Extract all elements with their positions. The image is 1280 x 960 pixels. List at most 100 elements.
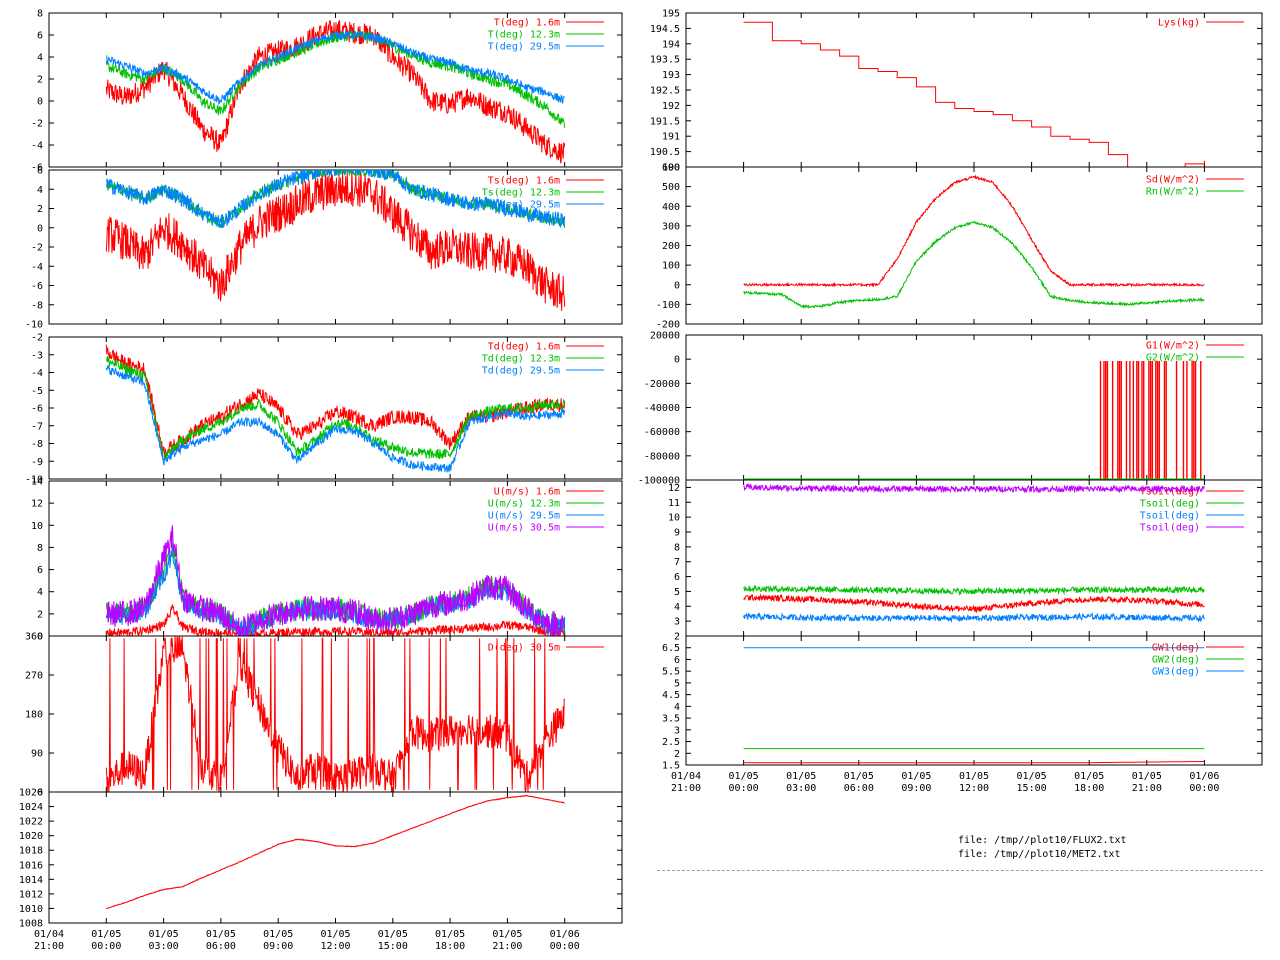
x-tick-label-time: 03:00 xyxy=(786,783,816,794)
y-tick-label: -3 xyxy=(31,350,43,361)
series-dewpoint-1 xyxy=(105,356,566,462)
series-ground-water-0 xyxy=(743,761,1205,764)
x-tick-label-time: 18:00 xyxy=(1074,783,1104,794)
y-tick-label: 7 xyxy=(674,557,680,568)
y-tick-label: 400 xyxy=(662,202,680,213)
y-tick-label: -6 xyxy=(31,163,43,174)
legend-label: U(m/s) 29.5m xyxy=(488,511,560,522)
y-tick-label: 1010 xyxy=(19,904,43,915)
y-tick-label: 1022 xyxy=(19,817,43,828)
y-tick-label: -4 xyxy=(31,368,43,379)
y-tick-label: -4 xyxy=(31,262,43,273)
x-tick-label-date: 01/05 xyxy=(901,771,931,782)
x-tick-label-time: 21:00 xyxy=(671,783,701,794)
y-tick-label: -200 xyxy=(656,320,680,331)
y-tick-label: 1.5 xyxy=(662,761,680,772)
series-sonic-temp-0 xyxy=(105,170,566,311)
y-tick-label: 6 xyxy=(674,572,680,583)
series-wind-dir-0 xyxy=(105,636,566,792)
legend-label: T(deg) 1.6m xyxy=(494,18,560,29)
x-tick-label-time: 00:00 xyxy=(550,941,580,952)
x-tick-label-date: 01/05 xyxy=(320,929,350,940)
y-tick-label: -10 xyxy=(25,320,43,331)
legend-label: D(deg) 30.5m xyxy=(488,643,560,654)
x-tick-label-time: 12:00 xyxy=(959,783,989,794)
y-tick-label: 2 xyxy=(37,75,43,86)
dashed-separator xyxy=(657,870,1263,871)
series-wind-speed-2 xyxy=(105,547,566,636)
y-tick-label: 0 xyxy=(37,223,43,234)
x-tick-label-date: 01/05 xyxy=(149,929,179,940)
x-tick-label-date: 01/04 xyxy=(671,771,701,782)
y-tick-label: 4 xyxy=(37,587,43,598)
legend-label: Ts(deg) 1.6m xyxy=(488,176,560,187)
y-tick-label: -100 xyxy=(656,300,680,311)
y-tick-label: -8 xyxy=(31,439,43,450)
y-tick-label: 190 xyxy=(662,163,680,174)
y-tick-label: -100000 xyxy=(638,476,680,487)
series-radiation-1 xyxy=(743,220,1205,309)
legend-label: GW2(deg) xyxy=(1152,655,1200,666)
legend-label: T(deg) 12.3m xyxy=(488,30,560,41)
y-tick-label: 1016 xyxy=(19,860,43,871)
y-tick-label: 3.5 xyxy=(662,714,680,725)
y-tick-label: 4 xyxy=(674,602,680,613)
panel-radiation: -200 -100 0 100 200 300 400 500 600 Sd(W/m^2)Rn(W… xyxy=(656,163,1263,331)
y-tick-label: 4 xyxy=(37,53,43,64)
y-tick-label: 10 xyxy=(31,521,43,532)
y-tick-label: 10 xyxy=(668,513,680,524)
series-soil-temp-1 xyxy=(743,584,1205,597)
y-tick-label: 3 xyxy=(674,617,680,628)
series-soil-temp-0 xyxy=(743,593,1205,614)
y-tick-label: -2 xyxy=(31,119,43,130)
y-tick-label: -4 xyxy=(31,141,43,152)
x-tick-label-time: 09:00 xyxy=(901,783,931,794)
y-tick-label: 191 xyxy=(662,132,680,143)
y-tick-label: 1014 xyxy=(19,875,43,886)
y-tick-label: 200 xyxy=(662,241,680,252)
x-tick-label-date: 01/05 xyxy=(844,771,874,782)
y-tick-label: -6 xyxy=(31,281,43,292)
x-tick-label-date: 01/05 xyxy=(91,929,121,940)
x-tick-label-time: 12:00 xyxy=(320,941,350,952)
x-tick-label-time: 15:00 xyxy=(1017,783,1047,794)
y-tick-label: 195 xyxy=(662,9,680,20)
y-tick-label: 4.5 xyxy=(662,690,680,701)
panel-pressure: 1008 1010 1012 1014 1016 1018 1020 1022 1024 1026… xyxy=(19,788,623,952)
series-air-temp-2 xyxy=(105,30,566,106)
y-tick-label: 14 xyxy=(31,477,43,488)
x-tick-label-time: 00:00 xyxy=(729,783,759,794)
y-tick-label: 6 xyxy=(37,565,43,576)
y-tick-label: 194 xyxy=(662,39,680,50)
legend-label: U(m/s) 12.3m xyxy=(488,499,560,510)
x-tick-label-date: 01/05 xyxy=(786,771,816,782)
x-tick-label-time: 00:00 xyxy=(91,941,121,952)
y-tick-label: 8 xyxy=(37,543,43,554)
source-files: file: /tmp//plot10/FLUX2.txt file: /tmp//… xyxy=(958,834,1127,862)
y-tick-label: 6 xyxy=(37,166,43,177)
legend-label: Td(deg) 12.3m xyxy=(482,354,560,365)
x-tick-label-time: 06:00 xyxy=(206,941,236,952)
y-tick-label: -80000 xyxy=(644,451,680,462)
panel-air-temp: -6 -4 -2 0 2 4 6 8 T(deg) 1.6mT(deg) 12.3mT(deg)… xyxy=(31,9,623,174)
y-tick-label: 2 xyxy=(37,204,43,215)
y-tick-label: 1012 xyxy=(19,889,43,900)
y-tick-label: 90 xyxy=(31,749,43,760)
y-tick-label: 1026 xyxy=(19,788,43,799)
legend-label: Td(deg) 1.6m xyxy=(488,342,560,353)
x-tick-label-time: 03:00 xyxy=(149,941,179,952)
y-tick-label: 194.5 xyxy=(650,24,680,35)
y-tick-label: 192.5 xyxy=(650,86,680,97)
x-tick-label-time: 21:00 xyxy=(492,941,522,952)
series-wind-speed-3 xyxy=(105,525,566,636)
x-tick-label-date: 01/05 xyxy=(263,929,293,940)
y-tick-label: -40000 xyxy=(644,403,680,414)
legend-label: Tsoil(deg) xyxy=(1140,487,1200,498)
y-tick-label: 0 xyxy=(674,280,680,291)
y-tick-label: 180 xyxy=(25,710,43,721)
x-tick-label-time: 21:00 xyxy=(34,941,64,952)
y-tick-label: 5 xyxy=(674,678,680,689)
